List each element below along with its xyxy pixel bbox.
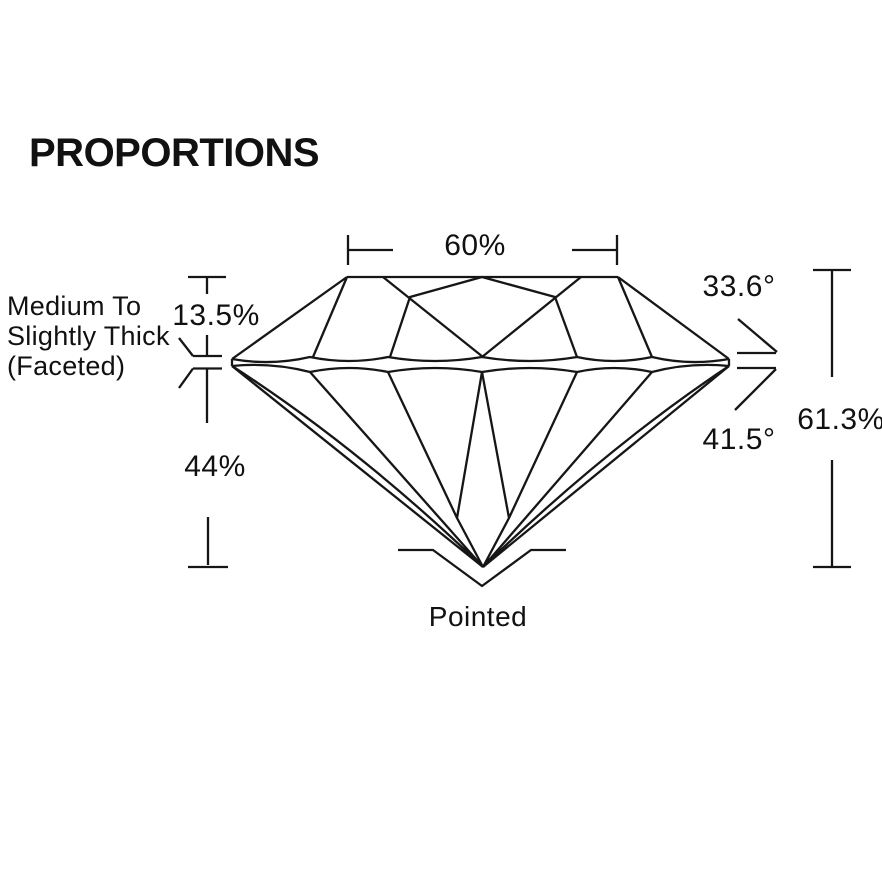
crown-angle-label: 33.6°	[702, 270, 776, 303]
total-depth-label: 61.3%	[797, 403, 882, 436]
pavilion-facet-lines	[231, 365, 730, 568]
pavilion-right-outline	[482, 365, 730, 568]
dimension-lines	[178, 235, 851, 588]
girdle-bottom-edge	[231, 363, 730, 374]
crown-height-label: 13.5%	[172, 299, 260, 332]
crown-right-slope	[617, 276, 730, 360]
total-depth-dimension	[813, 268, 851, 569]
page-title: PROPORTIONS	[29, 131, 320, 175]
girdle-top-edge	[231, 355, 730, 364]
table-width-dimension	[346, 235, 619, 265]
crown-left-slope	[231, 276, 348, 360]
pavilion-angle-pointer	[734, 366, 777, 411]
pavilion-depth-label: 44%	[184, 450, 246, 483]
crown-facet-lines	[311, 275, 654, 358]
pavilion-angle-label: 41.5°	[702, 423, 776, 456]
pavilion-depth-dimension	[188, 369, 228, 569]
pavilion-left-outline	[231, 365, 484, 568]
culet-label: Pointed	[428, 601, 528, 632]
crown-height-dimension	[188, 275, 226, 356]
culet-bracket	[398, 548, 566, 588]
girdle-pointer	[178, 337, 222, 389]
table-width-label: 60%	[444, 229, 506, 262]
crown-angle-pointer	[737, 318, 778, 355]
girdle-thickness-label: Medium To Slightly Thick (Faceted)	[7, 291, 170, 381]
diamond-profile	[230, 275, 731, 568]
